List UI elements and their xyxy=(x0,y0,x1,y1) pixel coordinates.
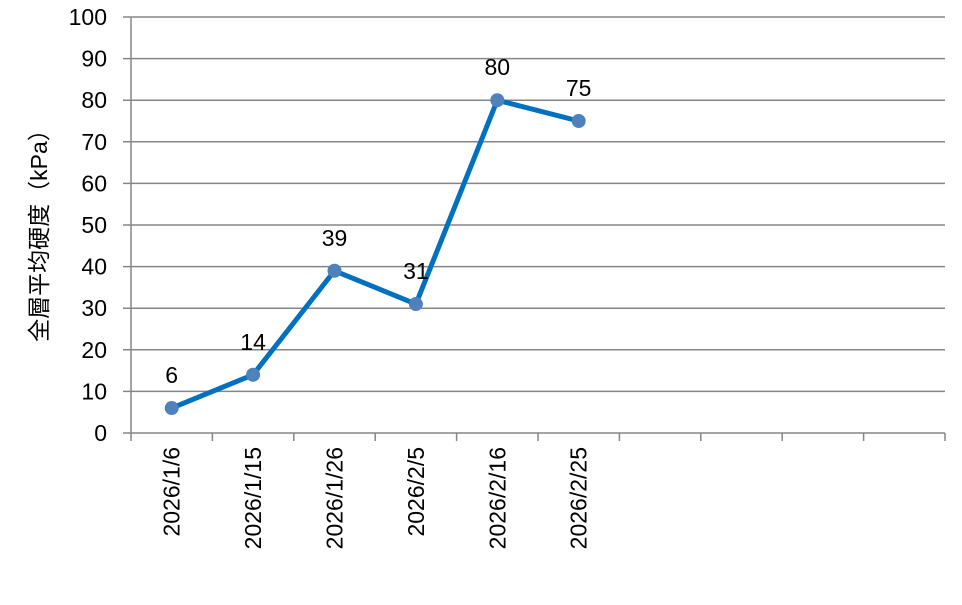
x-tick-label: 2026/2/16 xyxy=(484,447,510,549)
data-point xyxy=(571,114,586,128)
y-tick-label: 90 xyxy=(81,46,107,72)
y-tick-label: 0 xyxy=(94,420,107,446)
data-point xyxy=(164,401,179,416)
y-tick-label: 10 xyxy=(81,378,107,404)
data-point xyxy=(246,367,261,382)
data-label: 14 xyxy=(240,329,266,355)
y-tick-label: 50 xyxy=(81,212,107,238)
y-axis-label: 全層平均硬度（kPa） xyxy=(26,118,52,342)
x-tick-labels: 2026/1/6 2026/1/15 2026/1/26 2026/2/5 2026/2… xyxy=(159,447,592,549)
x-tick-label: 2026/1/15 xyxy=(240,447,266,549)
x-tick-label: 2026/2/5 xyxy=(403,447,429,537)
series-line xyxy=(170,97,580,411)
y-tick-labels: 0 10 20 30 40 50 60 70 80 90 100 xyxy=(69,4,107,446)
x-tick-label: 2026/1/6 xyxy=(159,447,185,537)
data-label: 39 xyxy=(322,225,348,251)
data-label: 80 xyxy=(485,54,511,80)
y-tick-label: 100 xyxy=(69,4,107,30)
data-point xyxy=(490,93,505,108)
gridlines xyxy=(123,16,945,393)
y-tick-label: 30 xyxy=(81,295,107,321)
y-tick-label: 80 xyxy=(81,87,107,113)
y-tick-label: 20 xyxy=(81,337,107,363)
data-point xyxy=(408,297,423,312)
y-tick-label: 60 xyxy=(81,170,107,196)
data-label: 75 xyxy=(566,75,592,101)
data-labels: 6 14 39 31 80 75 xyxy=(165,54,591,388)
data-point xyxy=(327,263,342,278)
data-label: 6 xyxy=(165,362,178,388)
series xyxy=(164,93,586,416)
data-label: 31 xyxy=(403,258,429,284)
x-tick-label: 2026/2/25 xyxy=(566,447,592,549)
axes xyxy=(123,17,946,441)
x-tick-label: 2026/1/26 xyxy=(322,447,348,549)
y-tick-label: 70 xyxy=(81,129,107,155)
y-tick-label: 40 xyxy=(81,254,107,280)
